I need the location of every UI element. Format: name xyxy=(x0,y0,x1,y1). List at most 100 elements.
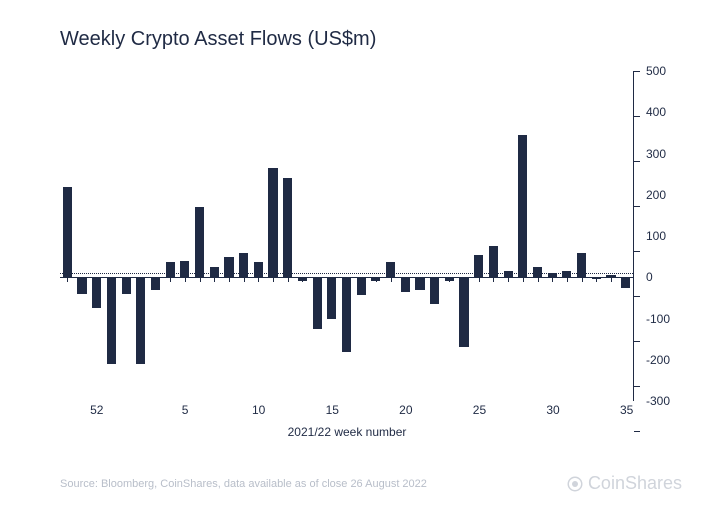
x-minor-tick xyxy=(97,278,98,282)
bar xyxy=(606,275,615,277)
x-tick-label: 25 xyxy=(473,403,486,417)
bar xyxy=(224,257,233,277)
bar xyxy=(283,178,292,277)
x-axis-title: 2021/22 week number xyxy=(60,425,634,439)
x-minor-tick xyxy=(317,278,318,282)
bar xyxy=(136,277,145,364)
y-tick-label: 400 xyxy=(646,105,666,119)
y-tick-mark xyxy=(634,71,640,72)
x-minor-tick xyxy=(302,278,303,282)
x-minor-tick xyxy=(611,278,612,282)
y-tick-label: -100 xyxy=(646,312,670,326)
bar xyxy=(210,267,219,277)
x-minor-tick xyxy=(82,278,83,282)
bar xyxy=(504,271,513,277)
bar xyxy=(459,277,468,347)
bar xyxy=(195,207,204,277)
bar xyxy=(518,135,527,277)
x-tick-label: 20 xyxy=(399,403,412,417)
source-text: Source: Bloomberg, CoinShares, data avai… xyxy=(60,478,427,490)
x-minor-tick xyxy=(111,278,112,282)
y-tick-mark xyxy=(634,161,640,162)
x-minor-tick xyxy=(376,278,377,282)
x-minor-tick xyxy=(449,278,450,282)
x-minor-tick xyxy=(141,278,142,282)
bar xyxy=(474,255,483,278)
x-minor-tick xyxy=(464,278,465,282)
x-minor-tick xyxy=(508,278,509,282)
bar xyxy=(166,262,175,278)
x-minor-tick xyxy=(493,278,494,282)
y-tick-mark xyxy=(634,296,640,297)
x-minor-tick xyxy=(405,278,406,282)
bar xyxy=(533,267,542,277)
x-minor-tick xyxy=(552,278,553,282)
x-minor-tick xyxy=(582,278,583,282)
x-tick-label: 30 xyxy=(546,403,559,417)
x-minor-tick xyxy=(435,278,436,282)
x-minor-tick xyxy=(126,278,127,282)
y-tick-mark xyxy=(634,431,640,432)
y-tick-label: -200 xyxy=(646,353,670,367)
x-minor-tick xyxy=(156,278,157,282)
coinshares-icon xyxy=(566,475,584,493)
x-minor-tick xyxy=(273,278,274,282)
x-minor-tick xyxy=(244,278,245,282)
x-minor-tick xyxy=(288,278,289,282)
x-minor-tick xyxy=(67,278,68,282)
brand-logo: CoinShares xyxy=(566,473,682,494)
x-tick-label: 15 xyxy=(326,403,339,417)
chart-title: Weekly Crypto Asset Flows (US$m) xyxy=(60,28,682,51)
bar xyxy=(386,262,395,278)
y-tick-label: 100 xyxy=(646,229,666,243)
x-tick-label: 5 xyxy=(182,403,189,417)
bar xyxy=(489,246,498,277)
x-minor-tick xyxy=(229,278,230,282)
y-axis-labels: -300-200-1000100200300400500 xyxy=(638,71,682,401)
x-minor-tick xyxy=(538,278,539,282)
y-tick-mark xyxy=(634,206,640,207)
plot-region xyxy=(60,71,634,401)
brand-text: CoinShares xyxy=(588,473,682,494)
x-axis-labels: 52 5 10 15 20 25 30 35 xyxy=(60,403,634,421)
x-minor-tick xyxy=(332,278,333,282)
x-minor-tick xyxy=(479,278,480,282)
bar xyxy=(327,277,336,318)
x-minor-tick xyxy=(626,278,627,282)
x-minor-tick xyxy=(214,278,215,282)
x-minor-tick xyxy=(170,278,171,282)
y-tick-label: -300 xyxy=(646,394,670,408)
bar xyxy=(63,187,72,278)
y-tick-mark xyxy=(634,386,640,387)
y-tick-mark xyxy=(634,341,640,342)
x-tick-label: 35 xyxy=(620,403,633,417)
x-minor-tick xyxy=(567,278,568,282)
x-minor-tick xyxy=(200,278,201,282)
x-minor-tick xyxy=(391,278,392,282)
bar xyxy=(313,277,322,329)
chart-area: -300-200-1000100200300400500 52510152025… xyxy=(60,71,682,431)
y-tick-mark xyxy=(634,116,640,117)
bar xyxy=(239,253,248,278)
y-tick-mark xyxy=(634,251,640,252)
x-minor-tick xyxy=(185,278,186,282)
bar xyxy=(268,168,277,277)
bar xyxy=(548,273,557,277)
x-minor-tick xyxy=(361,278,362,282)
y-tick-label: 200 xyxy=(646,188,666,202)
y-tick-label: 0 xyxy=(646,270,653,284)
x-minor-tick xyxy=(420,278,421,282)
x-minor-tick xyxy=(258,278,259,282)
x-minor-tick xyxy=(523,278,524,282)
bar xyxy=(107,277,116,364)
y-tick-label: 300 xyxy=(646,147,666,161)
bar xyxy=(254,262,263,278)
bar xyxy=(577,253,586,277)
bar xyxy=(180,261,189,278)
x-minor-tick xyxy=(596,278,597,282)
x-tick-label: 52 xyxy=(90,403,103,417)
bar xyxy=(342,277,351,351)
bar xyxy=(562,271,571,277)
x-tick-label: 10 xyxy=(252,403,265,417)
y-tick-label: 500 xyxy=(646,64,666,78)
